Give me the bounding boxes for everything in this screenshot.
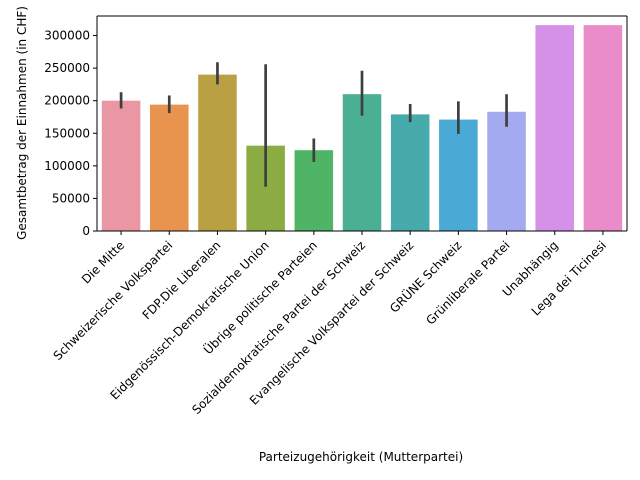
bars-group xyxy=(101,25,623,232)
bar-1 xyxy=(101,100,141,231)
bar-7 xyxy=(390,114,430,231)
y-tick-label-1: 0 xyxy=(82,224,90,238)
bar-9 xyxy=(487,111,526,231)
bar-10 xyxy=(535,25,574,232)
y-tick-label-3: 100000 xyxy=(44,159,90,173)
y-tick-label-7: 300000 xyxy=(44,29,90,43)
y-ticks-group: 0 50000 100000 150000 200000 250000 300000 xyxy=(44,29,97,238)
error-bars-group xyxy=(119,62,508,187)
bar-6 xyxy=(342,94,382,232)
bar-2 xyxy=(150,104,189,231)
x-axis-label: Parteizugehörigkeit (Mutterpartei) xyxy=(259,450,463,464)
bar-3 xyxy=(198,74,237,231)
y-tick-label-5: 200000 xyxy=(44,94,90,108)
y-tick-label-6: 250000 xyxy=(44,61,90,75)
bar-8 xyxy=(439,119,478,231)
y-axis-label: Gesamtbetrag der Einnahmen (in CHF) xyxy=(15,6,29,240)
y-tick-label-2: 50000 xyxy=(52,191,90,205)
bar-11 xyxy=(583,25,623,232)
y-tick-label-4: 150000 xyxy=(44,126,90,140)
bar-5 xyxy=(294,150,334,231)
